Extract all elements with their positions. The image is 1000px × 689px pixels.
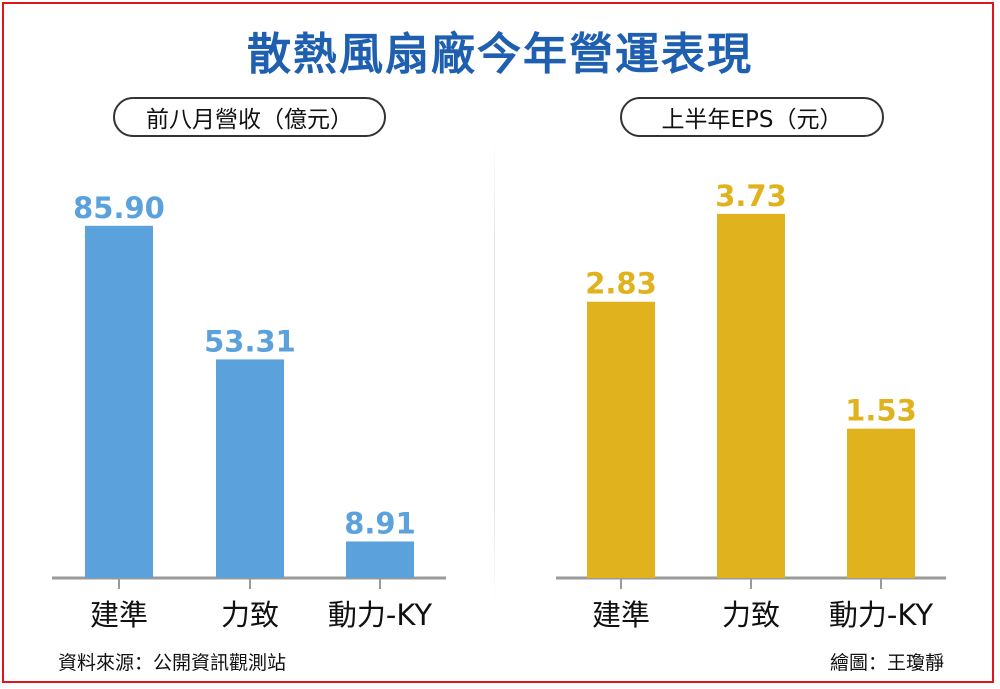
eps-category-label-0: 建準 (592, 598, 650, 632)
eps-data-label-2: 1.53 (845, 394, 917, 428)
source-note: 資料來源：公開資訊觀測站 (58, 652, 287, 674)
credit-note: 繪圖：王瓊靜 (829, 652, 944, 674)
panel-divider (494, 135, 495, 605)
revenue-bar-0 (85, 225, 153, 578)
revenue-data-label-1: 53.31 (204, 324, 296, 358)
eps-category-label-2: 動力-KY (829, 598, 933, 632)
eps-bar-1 (717, 213, 785, 578)
eps-bar-0 (587, 301, 655, 578)
eps-data-label-1: 3.73 (715, 179, 787, 213)
revenue-bar-2 (346, 541, 414, 578)
revenue-bar-1 (216, 359, 284, 578)
eps-category-label-1: 力致 (722, 598, 780, 632)
revenue-category-label-1: 力致 (221, 598, 279, 632)
revenue-category-label-0: 建準 (90, 598, 148, 632)
eps-bar-2 (847, 428, 915, 578)
revenue-data-label-0: 85.90 (73, 191, 165, 225)
panel-title-revenue: 前八月營收（億元） (113, 97, 386, 137)
revenue-data-label-2: 8.91 (344, 506, 416, 540)
panel-title-eps: 上半年EPS（元） (620, 97, 884, 137)
page-title: 散熱風扇廠今年營運表現 (247, 29, 753, 80)
revenue-category-label-2: 動力-KY (328, 598, 432, 632)
eps-data-label-0: 2.83 (585, 267, 657, 301)
